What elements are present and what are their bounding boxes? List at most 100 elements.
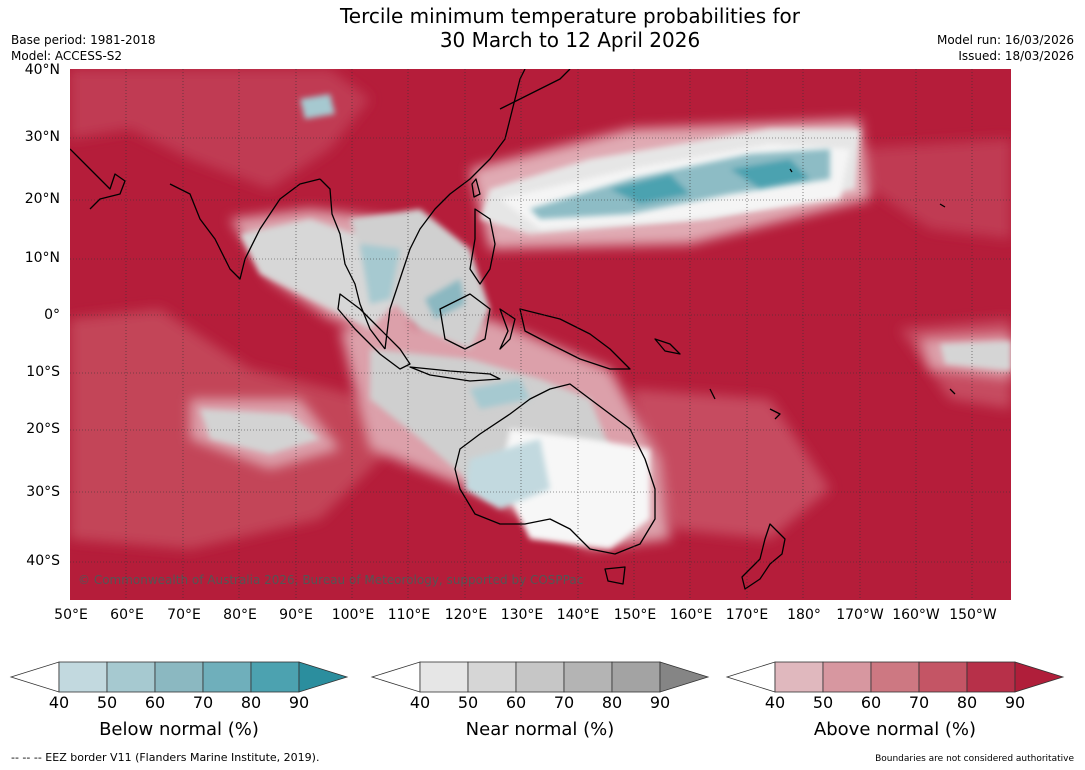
model-name: Model: ACCESS-S2 [11, 49, 123, 63]
lat-label: 30°S [26, 484, 60, 500]
probability-map [70, 69, 1011, 600]
lat-label: 10°S [26, 364, 60, 380]
lon-label: 120°E [444, 607, 488, 623]
lon-label: 170°W [836, 607, 884, 623]
colorbar-tick: 60 [505, 693, 527, 712]
colorbar-segment [298, 661, 349, 693]
pacific-islands [789, 168, 956, 395]
vanuatu-fiji [709, 388, 781, 420]
colorbar-segment [250, 661, 300, 693]
lat-label: 40°S [26, 553, 60, 569]
lon-label: 100°E [331, 607, 375, 623]
colorbar-segment [774, 661, 824, 693]
lat-label: 20°S [26, 421, 60, 437]
colorbar-segment [870, 661, 920, 693]
near-normal-title: Near normal (%) [465, 719, 615, 740]
taiwan [471, 178, 481, 198]
colorbar-segment [154, 661, 204, 693]
above-normal-title: Above normal (%) [813, 719, 977, 740]
arabia-coast [70, 148, 126, 210]
lat-label: 0° [44, 307, 60, 323]
colorbar-segment [918, 661, 968, 693]
colorbar-tick: 40 [48, 693, 70, 712]
colorbar-tick: 70 [553, 693, 575, 712]
lat-label: 30°N [24, 129, 60, 145]
colorbar-tick: 70 [908, 693, 930, 712]
colorbars [9, 661, 1065, 693]
colorbar-segment [515, 661, 565, 693]
lon-label: 160°W [892, 607, 940, 623]
lon-label: 150°W [949, 607, 997, 623]
colorbar-tick: 50 [812, 693, 834, 712]
lon-label: 90°E [279, 607, 313, 623]
colorbar-segment [419, 661, 469, 693]
colorbar-segment [1014, 661, 1065, 693]
above-normal-colorbar [725, 661, 1065, 693]
colorbar-tick: 40 [764, 693, 786, 712]
colorbar-segment [106, 661, 156, 693]
lon-label: 170°E [725, 607, 769, 623]
colorbar-tick: 50 [457, 693, 479, 712]
lon-label: 140°E [556, 607, 600, 623]
coastlines [70, 69, 956, 590]
colorbar-tick: 70 [192, 693, 214, 712]
map-title-line-2: 30 March to 12 April 2026 [439, 28, 701, 52]
colorbar-tick: 90 [649, 693, 671, 712]
sumatra [337, 293, 411, 370]
colorbar-tick: 50 [96, 693, 118, 712]
meta-right: Model run: 16/03/2026 Issued: 18/03/2026 [937, 32, 1074, 64]
colorbar-segment [467, 661, 517, 693]
colorbar-segment [822, 661, 872, 693]
lat-label: 20°N [24, 191, 60, 207]
australia [454, 383, 656, 555]
lon-label: 150°E [613, 607, 657, 623]
colorbar-segment [966, 661, 1016, 693]
colorbar-tick: 80 [956, 693, 978, 712]
colorbar-segment [370, 661, 421, 693]
lon-label: 160°E [669, 607, 713, 623]
colorbar-segment [611, 661, 661, 693]
lon-label: 80°E [223, 607, 257, 623]
colorbar-segment [563, 661, 613, 693]
colorbar-tick: 80 [240, 693, 262, 712]
meta-left: Base period: 1981-2018 Model: ACCESS-S2 [11, 32, 156, 64]
lon-label: 50°E [54, 607, 88, 623]
below-normal-areas [300, 94, 830, 509]
philippines [469, 208, 496, 285]
map-title-line-1: Tercile minimum temperature probabilitie… [339, 4, 801, 28]
below-normal-title: Below normal (%) [99, 719, 259, 740]
colorbar-tick: 90 [1004, 693, 1026, 712]
lat-label: 10°N [24, 250, 60, 266]
lon-label: 180° [787, 607, 821, 623]
bay-of-bengal-coast [319, 178, 386, 350]
tasmania [604, 566, 626, 585]
map-title: Tercile minimum temperature probabilitie… [0, 4, 1085, 52]
india-coast [169, 178, 321, 280]
lon-label: 110°E [387, 607, 431, 623]
lat-label: 40°N [24, 62, 60, 78]
below-normal-colorbar [9, 661, 349, 693]
japan [499, 69, 571, 110]
sulawesi [499, 308, 516, 350]
gridlines [70, 69, 1011, 600]
colorbar-tick: 60 [144, 693, 166, 712]
colorbar-segment [202, 661, 252, 693]
lon-label: 60°E [110, 607, 144, 623]
colorbar-tick: 90 [288, 693, 310, 712]
colorbar-segment [659, 661, 710, 693]
colorbar-segment [725, 661, 776, 693]
new-guinea [519, 308, 631, 370]
borneo [439, 293, 491, 350]
solomon-islands [654, 338, 681, 355]
base-period: Base period: 1981-2018 [11, 33, 156, 47]
colorbar-tick: 60 [860, 693, 882, 712]
lon-label: 130°E [500, 607, 544, 623]
boundaries-disclaimer: Boundaries are not considered authoritat… [875, 754, 1074, 764]
colorbar-tick: 80 [601, 693, 623, 712]
colorbar-segment [9, 661, 60, 693]
new-zealand [741, 523, 786, 590]
colorbar-segment [58, 661, 108, 693]
lon-label: 70°E [167, 607, 201, 623]
colorbar-tick: 40 [409, 693, 431, 712]
java [409, 366, 501, 382]
